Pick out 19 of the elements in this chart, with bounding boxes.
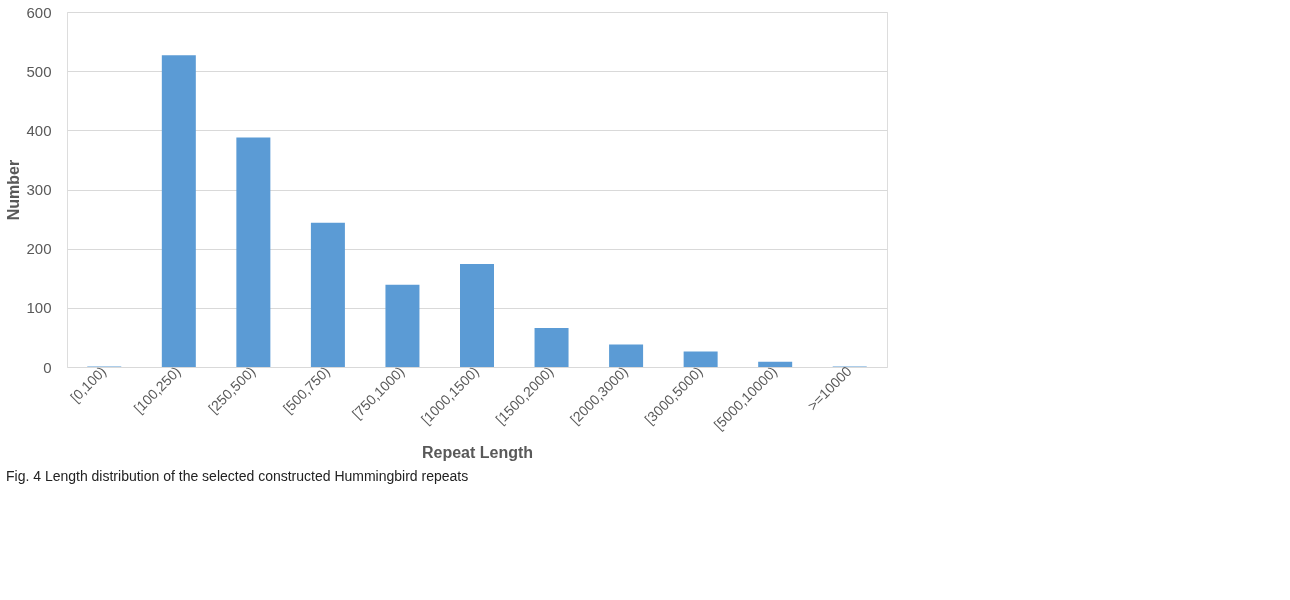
y-tick-label: 200 <box>26 240 52 258</box>
x-axis-title: Repeat Length <box>421 443 534 461</box>
bar <box>609 344 644 367</box>
y-tick-label: 300 <box>26 181 52 198</box>
y-tick-label: 400 <box>26 121 52 139</box>
bar <box>534 327 569 367</box>
bar <box>758 361 793 367</box>
bar <box>310 222 345 367</box>
y-axis-title: Number <box>5 159 23 221</box>
y-tick-label: 600 <box>26 3 52 21</box>
caption: Fig. 4 Length distribution of the selected constructed Hummingbird repeats <box>5 468 469 485</box>
y-tick-label: 500 <box>26 62 52 80</box>
bar <box>683 351 718 367</box>
y-tick-label: 0 <box>43 358 52 376</box>
y-tick-label: 100 <box>26 299 52 317</box>
bar <box>460 264 494 367</box>
bar <box>236 137 271 367</box>
bar <box>385 284 420 367</box>
bar <box>161 55 196 367</box>
